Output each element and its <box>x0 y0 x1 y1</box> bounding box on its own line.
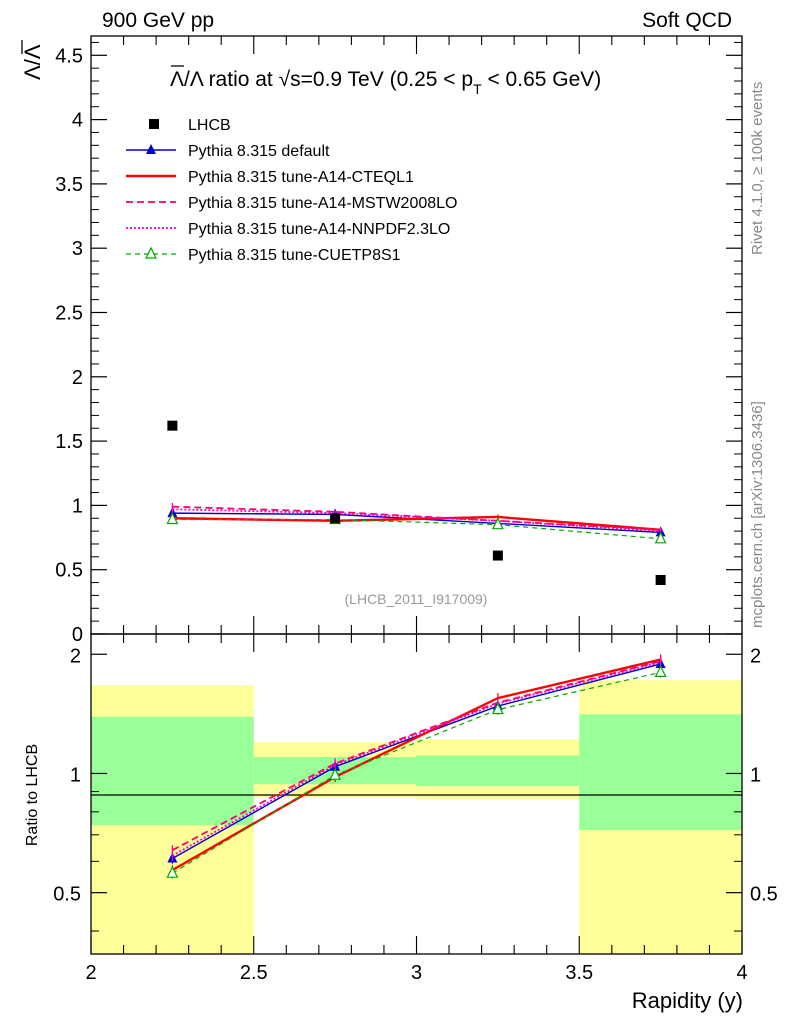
title-lead: Λ/Λ ratio at <box>170 68 279 91</box>
title-middle: s=0.9 TeV (0.25 < p <box>290 68 473 91</box>
ratio-xtick-label: 2.5 <box>240 962 268 984</box>
main-ytick-label: 0 <box>72 624 83 646</box>
ratio-line-5 <box>172 671 661 874</box>
legend-label-lhcb: LHCB <box>188 117 231 134</box>
main-ytick-label: 2.5 <box>55 302 83 324</box>
title-sqrt: √ <box>279 68 291 91</box>
series-marker <box>166 512 179 525</box>
main-panel: 0 0.5 1 1.5 2 2.5 3 3.5 4 4.5 Λ/Λ ratio at √s=0.9… <box>20 35 743 646</box>
mcplots-label: mcplots.cern.ch [arXiv:1306.3436] <box>749 401 766 628</box>
band-green <box>416 755 580 786</box>
lhcb-data-point <box>167 420 178 431</box>
lhcb-data-point <box>330 513 341 524</box>
ratio-ytick-label-right: 2 <box>750 645 761 667</box>
main-ticks: 0 0.5 1 1.5 2 2.5 3 3.5 4 4.5 <box>55 36 743 646</box>
ratio-xlabel: Rapidity (y) <box>632 988 743 1013</box>
ratio-uncertainty-bands <box>91 680 742 954</box>
main-ytick-label: 3 <box>72 238 83 260</box>
legend-label-1: Pythia 8.315 default <box>188 143 330 160</box>
ratio-ytick-label: 1 <box>70 764 81 786</box>
ratio-marker <box>329 767 342 780</box>
ratio-ytick-label: 2 <box>70 645 81 667</box>
series-marker <box>654 531 667 544</box>
legend-label-5: Pythia 8.315 tune-CUETP8S1 <box>188 247 401 264</box>
main-series-layer <box>166 420 667 585</box>
header-right-label: Soft QCD <box>642 9 732 32</box>
ratio-ytick-label-right: 1 <box>750 764 761 786</box>
header-left-label: 900 GeV pp <box>102 9 214 32</box>
ratio-ticks: 0.5 0.5 1 1 2 2 2 2.5 3 3.5 4 <box>53 634 778 984</box>
main-ytick-label: 2 <box>72 367 83 389</box>
title-subscript: T <box>473 81 482 97</box>
ratio-marker <box>491 702 504 715</box>
ratio-ylabel: Ratio to LHCB <box>24 744 41 846</box>
ratio-line-4 <box>171 661 661 857</box>
main-ytick-label: 4.5 <box>55 45 83 67</box>
rivet-label-group: Rivet 4.1.0, ≥ 100k events <box>749 82 766 255</box>
ratio-xtick-label: 3 <box>411 962 422 984</box>
ratio-panel: 0.5 0.5 1 1 2 2 2 2.5 3 3.5 4 Ratio to LHCB Rapidi… <box>24 633 778 1013</box>
main-ytick-label: 3.5 <box>55 174 83 196</box>
ratio-line-3 <box>171 660 661 852</box>
plot-title: Λ/Λ ratio at √s=0.9 TeV (0.25 < pT < 0.6… <box>170 68 601 97</box>
main-ylabel-group: Λ/Λ <box>20 40 45 80</box>
legend-label-3: Pythia 8.315 tune-A14-MSTW2008LO <box>188 195 457 212</box>
main-ylabel: Λ/Λ <box>20 44 45 80</box>
legend-marker <box>146 144 156 154</box>
series-marker <box>491 517 504 530</box>
legend: LHCB Pythia 8.315 default Pythia 8.315 tun… <box>126 117 457 264</box>
rivet-version-label: Rivet 4.1.0, ≥ 100k events <box>749 82 766 255</box>
band-green <box>91 716 254 826</box>
main-ytick-label: 1 <box>72 495 83 517</box>
title-tail: < 0.65 GeV) <box>482 68 602 91</box>
ratio-ylabel-group: Ratio to LHCB <box>24 744 41 846</box>
ratio-ytick-label: 0.5 <box>53 884 81 906</box>
analysis-watermark: (LHCB_2011_I917009) <box>345 591 488 607</box>
ratio-xtick-label: 4 <box>736 962 747 984</box>
ratio-xtick-label: 3.5 <box>565 962 593 984</box>
legend-marker <box>145 246 157 259</box>
ratio-series-layer <box>166 654 667 879</box>
main-ytick-label: 0.5 <box>55 560 83 582</box>
series-line-4 <box>172 508 661 533</box>
lhcb-data-point <box>655 574 666 585</box>
ratio-marker <box>654 665 667 677</box>
lhcb-data-point <box>492 550 503 561</box>
mcplots-label-group: mcplots.cern.ch [arXiv:1306.3436] <box>749 401 766 628</box>
band-green <box>579 714 742 830</box>
ratio-xtick-label: 2 <box>85 962 96 984</box>
main-ytick-label: 1.5 <box>55 431 83 453</box>
ratio-marker <box>166 865 179 878</box>
ratio-ytick-label-right: 0.5 <box>750 884 778 906</box>
ratio-line-2 <box>171 658 661 872</box>
series-line-5 <box>172 518 661 540</box>
legend-label-2: Pythia 8.315 tune-A14-CTEQL1 <box>188 169 414 186</box>
legend-label-4: Pythia 8.315 tune-A14-NNPDF2.3LO <box>188 221 450 238</box>
main-ytick-label: 4 <box>72 110 83 132</box>
legend-marker-lhcb <box>149 119 159 129</box>
